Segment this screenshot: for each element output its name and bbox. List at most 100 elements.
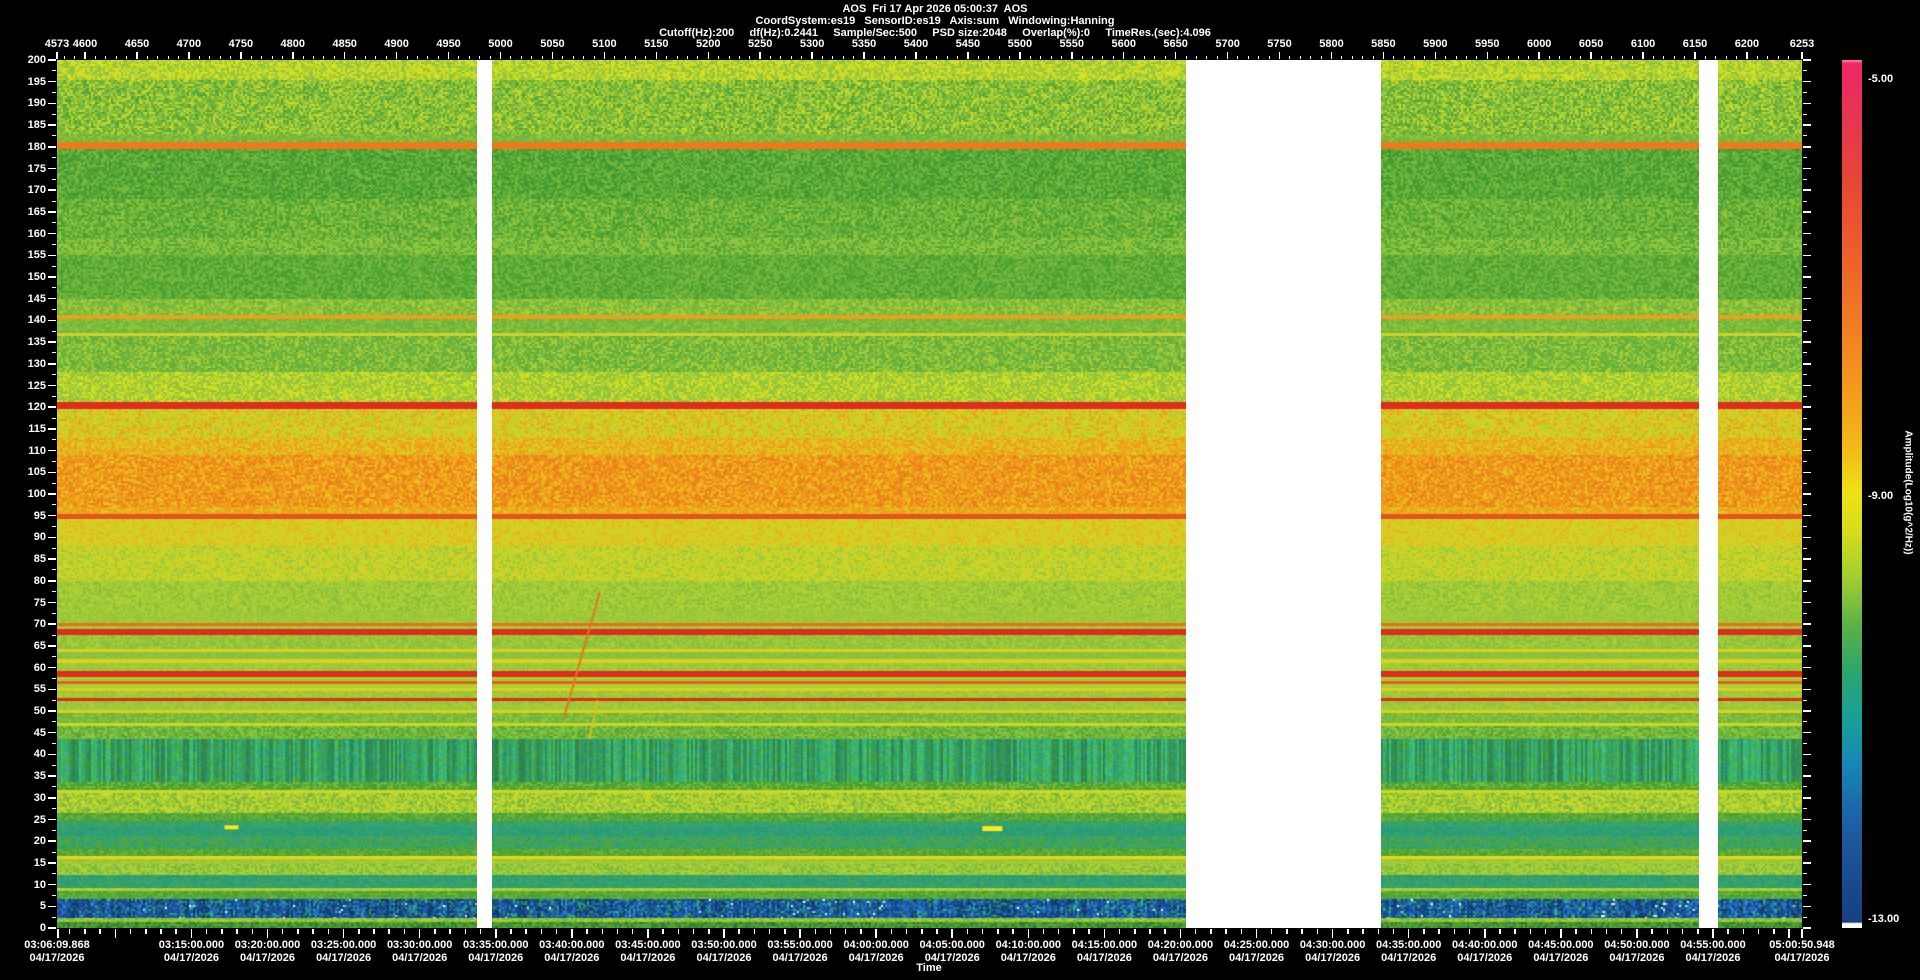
frequency-tick-right: [1803, 80, 1811, 83]
record-axis-tick: [84, 52, 86, 59]
frequency-tick-right: [1803, 818, 1811, 821]
time-minor-tick: [145, 929, 147, 934]
frequency-minor-tick-right: [1803, 764, 1807, 766]
time-minor-tick: [1164, 929, 1166, 934]
frequency-minor-tick-right: [1803, 526, 1807, 528]
frequency-tick: [48, 883, 56, 886]
window-title: AOS Fri 17 Apr 2026 05:00:37 AOS: [842, 3, 1028, 15]
time-tick: [114, 929, 117, 938]
frequency-tick-right: [1803, 59, 1811, 61]
frequency-tick-label: 130: [27, 357, 46, 370]
record-axis-minor-tick: [1611, 56, 1613, 59]
time-minor-tick: [708, 929, 710, 934]
time-tick-label: 04:35:00.000: [1375, 939, 1442, 951]
frequency-tick: [48, 102, 56, 105]
record-axis-minor-tick: [271, 56, 273, 59]
record-axis-tick-label: 5000: [488, 38, 513, 50]
frequency-tick-label: 160: [27, 227, 46, 240]
frequency-minor-tick-right: [1803, 92, 1807, 94]
frequency-tick-label: 40: [33, 748, 46, 761]
frequency-minor-tick-right: [1803, 417, 1807, 419]
record-axis-tick-label: 5400: [903, 38, 929, 50]
frequency-tick-right: [1803, 883, 1811, 886]
date-tick-label: 04/17/2026: [696, 952, 752, 964]
record-axis-minor-tick: [520, 56, 522, 59]
record-axis-minor-tick: [1684, 56, 1686, 59]
frequency-minor-tick-right: [1803, 569, 1807, 571]
spectrogram-canvas[interactable]: [57, 60, 1802, 928]
frequency-tick-right: [1803, 254, 1811, 257]
time-minor-tick: [1681, 929, 1684, 934]
time-tick: [1027, 929, 1030, 938]
record-axis-minor-tick: [531, 56, 533, 59]
frequency-tick-right: [1803, 797, 1811, 799]
frequency-tick: [48, 80, 56, 83]
time-minor-tick: [1651, 929, 1653, 934]
frequency-tick-right: [1803, 710, 1811, 712]
date-tick-label: 04/17/2026: [1381, 952, 1437, 964]
record-axis-tick: [759, 52, 761, 59]
record-axis-minor-tick: [1237, 56, 1239, 59]
record-axis-minor-tick: [1216, 56, 1218, 59]
record-axis-minor-tick: [1507, 56, 1509, 59]
frequency-tick-right: [1803, 840, 1811, 842]
time-minor-tick: [160, 929, 162, 934]
time-minor-tick: [1270, 929, 1273, 934]
frequency-minor-tick: [52, 265, 56, 267]
record-axis-minor-tick: [1112, 56, 1114, 59]
date-tick-label: 04/17/2026: [1685, 952, 1741, 964]
frequency-tick-label: 60: [33, 661, 46, 674]
record-axis-tick: [811, 52, 813, 59]
frequency-tick: [48, 840, 56, 842]
frequency-tick-right: [1803, 406, 1811, 408]
record-axis-minor-tick: [1559, 56, 1561, 59]
record-axis-tick-label: 5500: [1007, 38, 1033, 50]
frequency-minor-tick-right: [1803, 200, 1807, 202]
record-axis-tick: [967, 52, 969, 59]
time-tick-label: 04:50:00.000: [1604, 939, 1670, 951]
record-axis-minor-tick: [406, 56, 408, 59]
frequency-minor-tick: [52, 374, 56, 376]
data-gap: [1186, 60, 1382, 928]
record-axis-minor-tick: [1580, 56, 1582, 59]
time-axis-end-tick: [1801, 929, 1803, 938]
record-axis-tick: [1122, 52, 1125, 59]
frequency-tick-right: [1803, 601, 1811, 604]
record-axis-minor-tick: [1549, 56, 1551, 59]
record-axis-tick-label: 4700: [176, 38, 202, 50]
frequency-tick-label: 155: [27, 249, 46, 262]
time-minor-tick: [327, 929, 330, 934]
time-minor-tick: [388, 929, 390, 934]
time-minor-tick: [129, 929, 132, 934]
frequency-tick: [48, 254, 56, 257]
record-axis-tick-label: 4573: [44, 38, 70, 50]
time-tick-label: 04:10:00.000: [995, 939, 1062, 951]
time-tick: [647, 929, 649, 938]
time-minor-tick: [1240, 929, 1243, 934]
record-axis-minor-tick: [873, 56, 875, 59]
record-axis-tick-label: 4750: [228, 38, 254, 50]
time-minor-tick: [525, 929, 527, 934]
record-axis-minor-tick: [105, 56, 107, 59]
time-tick-label: 03:25:00.000: [310, 939, 377, 951]
time-minor-tick: [1620, 929, 1623, 934]
record-axis-minor-tick: [1601, 56, 1603, 59]
record-axis-tick: [499, 52, 502, 59]
record-axis-minor-tick: [1362, 56, 1364, 59]
frequency-minor-tick: [52, 178, 56, 180]
record-axis-tick: [655, 52, 658, 59]
record-axis-minor-tick: [115, 56, 117, 59]
frequency-tick-label: 0: [39, 922, 46, 934]
time-minor-tick: [1210, 929, 1212, 934]
record-axis-tick: [551, 52, 554, 59]
frequency-minor-tick: [52, 612, 56, 614]
record-axis-minor-tick: [686, 56, 688, 59]
record-axis-tick: [1538, 52, 1540, 59]
record-axis-tick-label: 5800: [1319, 38, 1344, 50]
frequency-tick-right: [1803, 905, 1811, 908]
record-axis-tick: [1486, 52, 1489, 59]
record-axis-tick-label: 5200: [696, 38, 721, 50]
record-axis-minor-tick: [853, 56, 855, 59]
frequency-tick-label: 35: [33, 770, 46, 783]
frequency-tick-right: [1803, 211, 1811, 213]
